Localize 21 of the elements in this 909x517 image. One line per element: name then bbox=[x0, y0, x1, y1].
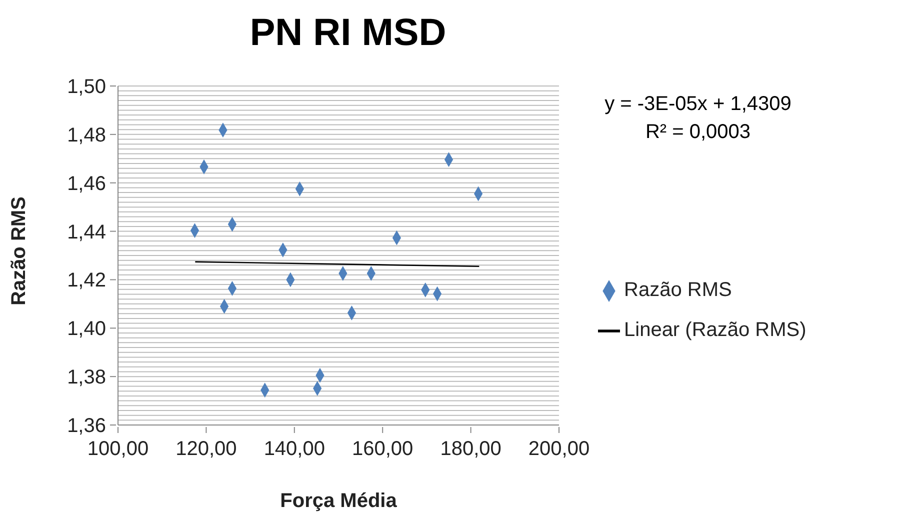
y-tick-label: 1,48 bbox=[67, 124, 106, 146]
y-tick-label: 1,44 bbox=[67, 221, 106, 244]
chart-title: PN RI MSD bbox=[248, 12, 448, 55]
y-axis-title: Razão RMS bbox=[8, 196, 30, 306]
x-tick-label: 200,00 bbox=[528, 438, 590, 460]
x-tick-label: 140,00 bbox=[264, 438, 325, 460]
x-tick-label: 120,00 bbox=[176, 438, 237, 460]
text: R² = 0,0003 bbox=[644, 120, 752, 145]
y-tick-label: 1,36 bbox=[67, 415, 106, 437]
y-tick-label: 1,46 bbox=[67, 172, 106, 195]
x-axis-title: Força Média bbox=[280, 490, 398, 512]
y-tick-label: 1,40 bbox=[67, 318, 106, 340]
legend-label: Razão RMS bbox=[624, 279, 732, 301]
x-tick-label: 180,00 bbox=[440, 438, 502, 460]
y-tick-label: 1,42 bbox=[67, 270, 106, 292]
legend-label: Linear (Razão RMS) bbox=[624, 319, 806, 341]
y-tick-label: 1,50 bbox=[67, 76, 106, 98]
y-tick-label: 1,38 bbox=[67, 366, 106, 389]
text: y = -3E-05x + 1,4309 bbox=[604, 92, 792, 117]
x-tick-label: 160,00 bbox=[352, 438, 414, 460]
x-tick-label: 100,00 bbox=[87, 438, 149, 460]
